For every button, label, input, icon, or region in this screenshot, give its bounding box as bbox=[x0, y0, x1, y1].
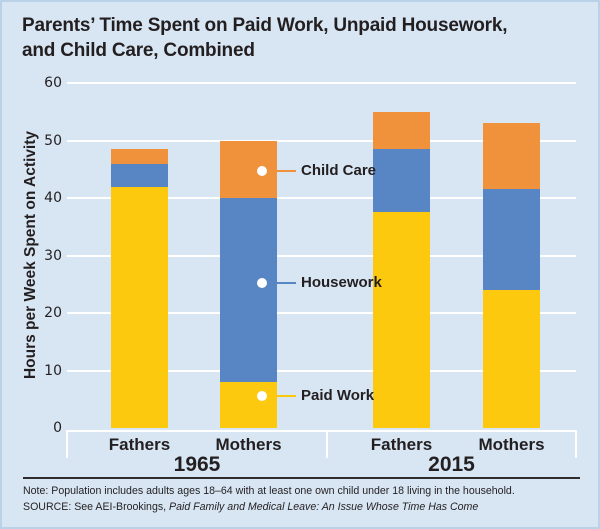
bar-segment-paid-work-fathers-2015 bbox=[373, 212, 430, 428]
y-tick-label-60: 60 bbox=[44, 75, 62, 91]
callout-label-child-care: Child Care bbox=[301, 161, 377, 179]
y-tick-label-40: 40 bbox=[44, 190, 62, 206]
group-label-2015: 2015 bbox=[428, 453, 475, 476]
gridline-10 bbox=[67, 369, 576, 372]
bar-segment-child-care-fathers-2015 bbox=[373, 111, 430, 150]
bar-segment-housework-mothers-1965 bbox=[220, 198, 277, 382]
gridline-20 bbox=[67, 312, 576, 314]
callout-line-paid-work bbox=[262, 394, 296, 397]
bar-segment-paid-work-mothers-2015 bbox=[483, 290, 540, 428]
x-axis-line bbox=[67, 430, 576, 432]
bar-segment-child-care-mothers-1965 bbox=[220, 140, 277, 198]
source-prefix: SOURCE: See AEI-Brookings, bbox=[23, 501, 170, 513]
category-label-fathers-0: Fathers bbox=[108, 435, 171, 454]
divider-rule bbox=[23, 477, 580, 479]
bar-segment-paid-work-mothers-1965 bbox=[220, 382, 277, 428]
page-title-line1: Parents’ Time Spent on Paid Work, Unpaid… bbox=[22, 15, 508, 36]
bar-segment-paid-work-fathers-1965 bbox=[111, 186, 168, 428]
page-title-line2: and Child Care, Combined bbox=[22, 40, 255, 61]
y-tick-label-10: 10 bbox=[44, 362, 62, 379]
gridline-30 bbox=[67, 254, 576, 257]
callout-dot-paid-work bbox=[257, 390, 267, 401]
category-label-fathers-2: Fathers bbox=[370, 435, 433, 454]
source-text: SOURCE: See AEI-Brookings, Paid Family a… bbox=[23, 500, 478, 515]
callout-label-housework: Housework bbox=[301, 274, 382, 292]
y-tick-label-50: 50 bbox=[44, 132, 62, 149]
category-label-mothers-3: Mothers bbox=[478, 435, 545, 454]
source-title: Paid Family and Medical Leave: An Issue … bbox=[169, 501, 479, 513]
note-text: Note: Population includes adults ages 18… bbox=[23, 485, 515, 497]
axis-bracket-2 bbox=[575, 430, 577, 458]
group-label-1965: 1965 bbox=[173, 453, 221, 476]
callout-line-housework bbox=[262, 282, 296, 285]
bar-segment-child-care-mothers-2015 bbox=[483, 123, 540, 190]
callout-dot-child-care bbox=[257, 165, 267, 176]
axis-bracket-0 bbox=[66, 430, 68, 458]
gridline-60 bbox=[67, 82, 576, 84]
category-label-mothers-1: Mothers bbox=[215, 435, 282, 454]
callout-label-paid-work: Paid Work bbox=[301, 386, 375, 404]
bar-segment-housework-fathers-2015 bbox=[373, 149, 430, 213]
callout-dot-housework bbox=[257, 278, 267, 289]
y-tick-label-30: 30 bbox=[44, 247, 62, 264]
page-title: Parents’ Time Spent on Paid Work, Unpaid… bbox=[22, 13, 562, 63]
axis-bracket-1 bbox=[326, 430, 328, 458]
bar-segment-housework-mothers-2015 bbox=[483, 189, 540, 290]
gridline-50 bbox=[67, 139, 576, 142]
callout-line-child-care bbox=[262, 169, 296, 172]
bar-segment-housework-fathers-1965 bbox=[111, 163, 168, 187]
y-tick-label-0: 0 bbox=[53, 420, 62, 436]
gridline-40 bbox=[67, 197, 576, 199]
bar-segment-child-care-fathers-1965 bbox=[111, 149, 168, 164]
y-tick-label-20: 20 bbox=[44, 305, 62, 321]
